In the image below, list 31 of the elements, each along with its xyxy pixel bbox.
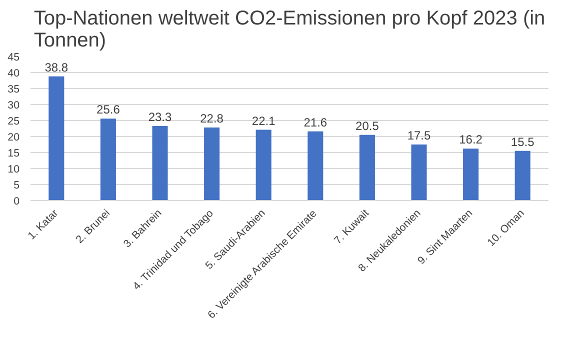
data-label: 25.6 [96,102,120,117]
bar [48,76,64,200]
bar [463,148,479,200]
bar [256,130,272,200]
y-tick-label: 30 [8,100,20,112]
y-tick-label: 45 [8,52,20,64]
data-label: 38.8 [44,60,68,74]
bar [411,144,427,200]
y-tick-label: 20 [8,132,20,144]
bar [308,131,324,200]
y-tick-label: 35 [8,84,20,96]
data-label: 20.5 [356,118,380,133]
y-tick-label: 10 [8,164,20,176]
y-tick-label: 25 [8,116,20,128]
y-tick-label: 0 [14,196,20,208]
bar [359,134,375,200]
y-tick-label: 40 [8,68,20,80]
data-label: 22.8 [200,112,224,126]
data-label: 16.2 [459,132,483,147]
bar [100,118,116,200]
data-label: 15.5 [510,134,535,149]
bar [514,150,530,200]
data-label: 17.5 [407,128,432,142]
data-label: 22.1 [252,114,276,128]
data-label: 21.6 [304,115,328,130]
chart-title: Top-Nationen weltweit CO2-Emissionen pro Kopf 2023 (in Tonnen) [34,8,546,52]
y-tick-label: 15 [8,148,20,160]
data-label: 23.3 [148,110,172,124]
bar [152,126,168,200]
y-tick-label: 5 [14,180,20,192]
bar [204,128,220,200]
